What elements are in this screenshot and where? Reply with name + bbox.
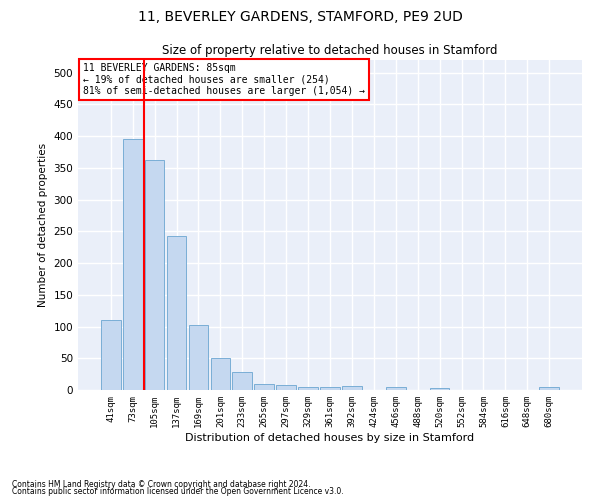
- Bar: [211, 358, 230, 390]
- Text: Contains HM Land Registry data © Crown copyright and database right 2024.: Contains HM Land Registry data © Crown c…: [12, 480, 311, 489]
- Bar: [254, 384, 274, 390]
- Text: Contains public sector information licensed under the Open Government Licence v3: Contains public sector information licen…: [12, 487, 344, 496]
- Bar: [539, 388, 559, 390]
- Bar: [167, 236, 187, 390]
- Title: Size of property relative to detached houses in Stamford: Size of property relative to detached ho…: [162, 44, 498, 58]
- Bar: [276, 385, 296, 390]
- X-axis label: Distribution of detached houses by size in Stamford: Distribution of detached houses by size …: [185, 432, 475, 442]
- Bar: [232, 372, 252, 390]
- Text: 11 BEVERLEY GARDENS: 85sqm
← 19% of detached houses are smaller (254)
81% of sem: 11 BEVERLEY GARDENS: 85sqm ← 19% of deta…: [83, 64, 365, 96]
- Bar: [386, 388, 406, 390]
- Bar: [101, 320, 121, 390]
- Bar: [342, 386, 362, 390]
- Bar: [320, 387, 340, 390]
- Text: 11, BEVERLEY GARDENS, STAMFORD, PE9 2UD: 11, BEVERLEY GARDENS, STAMFORD, PE9 2UD: [137, 10, 463, 24]
- Bar: [298, 387, 318, 390]
- Y-axis label: Number of detached properties: Number of detached properties: [38, 143, 48, 307]
- Bar: [145, 160, 164, 390]
- Bar: [430, 388, 449, 390]
- Bar: [188, 324, 208, 390]
- Bar: [123, 140, 143, 390]
